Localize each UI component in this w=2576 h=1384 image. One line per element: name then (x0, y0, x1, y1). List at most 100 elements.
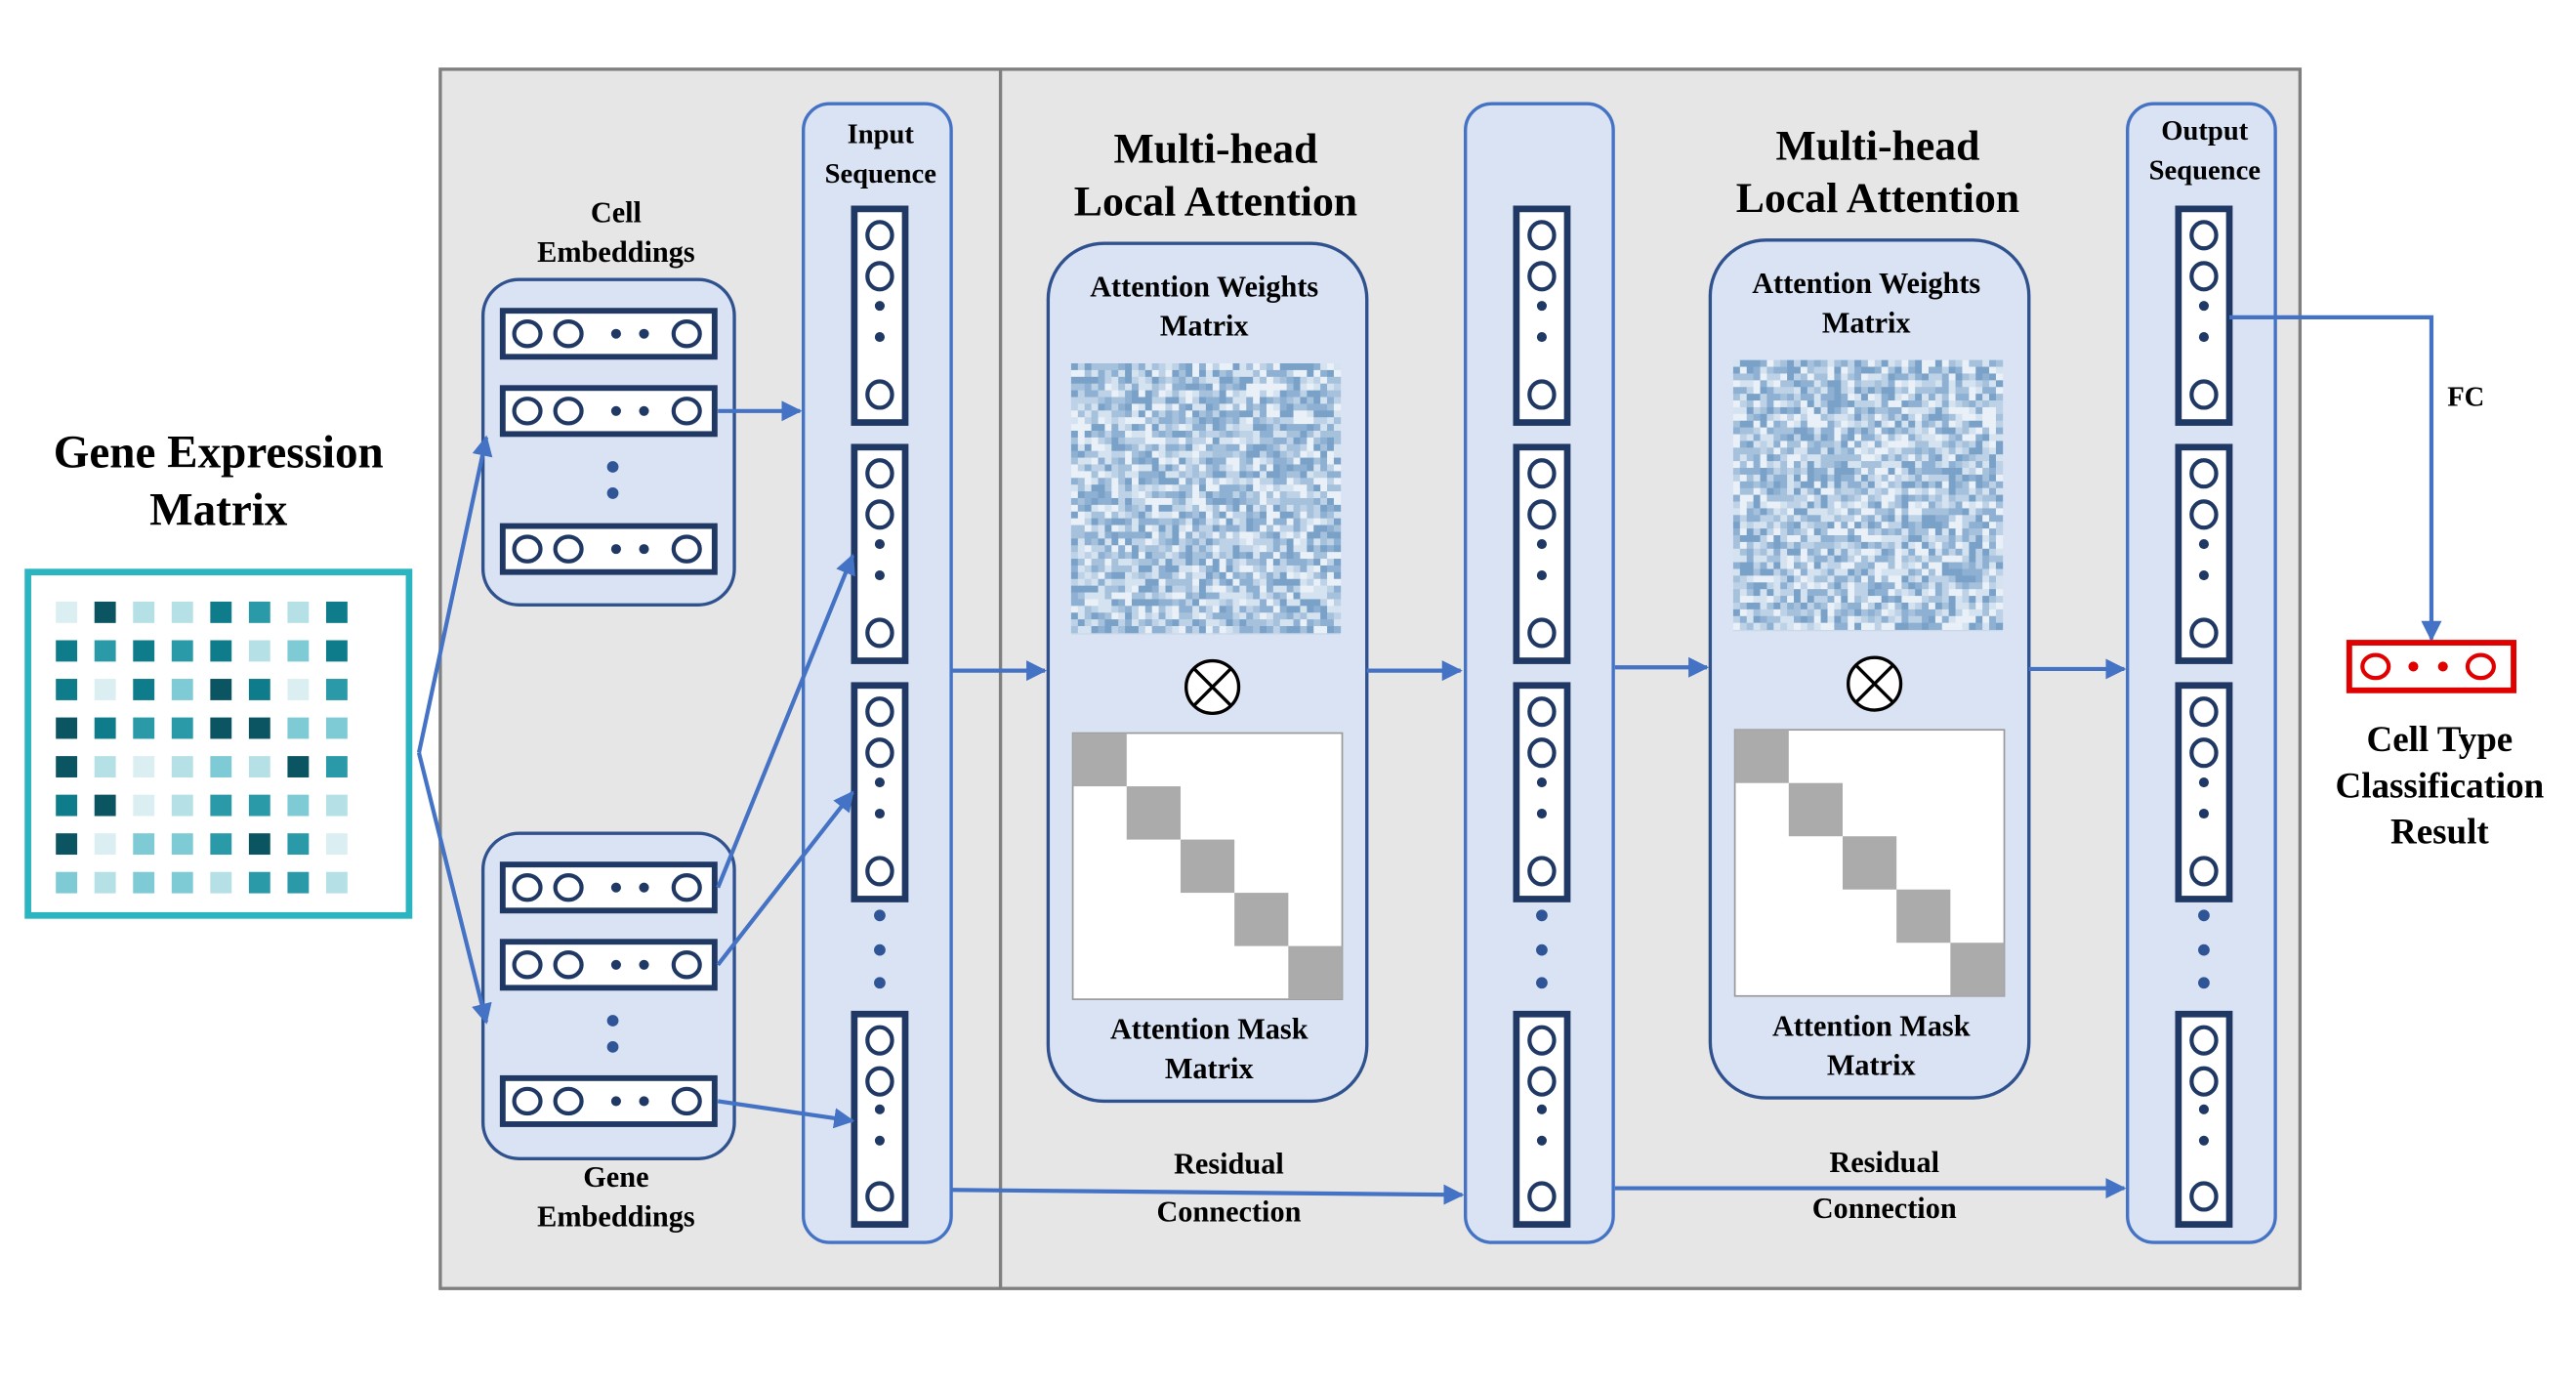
weight-cell (1780, 589, 1788, 597)
weight-cell (1934, 359, 1943, 367)
weight-cell (1975, 413, 1983, 422)
weight-cell (1253, 552, 1261, 560)
weight-cell (1773, 406, 1781, 415)
weight-cell (1132, 565, 1140, 573)
weight-cell (1320, 464, 1328, 472)
weight-cell (1125, 518, 1133, 525)
weight-cell (1138, 397, 1146, 404)
matrix-cell (287, 717, 310, 739)
weight-cell (1860, 562, 1869, 569)
weight-cell (1266, 369, 1274, 378)
dot (2437, 661, 2448, 672)
weight-cell (1794, 622, 1802, 630)
weight-cell (1111, 518, 1119, 525)
weight-cell (1787, 515, 1795, 523)
weight-cell (1908, 555, 1916, 563)
weight-cell (1969, 373, 1976, 381)
weight-cell (1293, 478, 1301, 485)
weight-cell (1874, 434, 1883, 441)
weight-cell (1969, 562, 1976, 569)
weight-cell (1860, 522, 1869, 529)
weight-cell (1219, 390, 1226, 398)
weight-cell (1794, 373, 1802, 381)
weight-cell (1928, 487, 1936, 495)
weight-cell (1995, 575, 2004, 583)
weight-cell (1834, 622, 1842, 630)
weight-cell (1327, 552, 1335, 560)
weight-cell (1253, 511, 1261, 520)
weight-cell (1860, 380, 1869, 388)
weight-cell (1313, 565, 1321, 573)
weight-cell (1158, 612, 1166, 620)
weight-cell (1300, 450, 1308, 458)
weight-cell (1854, 440, 1862, 448)
weight-cell (1286, 390, 1294, 398)
weight-cell (1934, 400, 1943, 408)
weight-cell (1854, 508, 1862, 516)
weight-cell (1827, 562, 1835, 569)
weight-cell (1760, 596, 1767, 604)
weight-cell (1151, 626, 1159, 634)
weight-cell (1307, 531, 1314, 539)
weight-cell (1144, 606, 1153, 613)
weight-cell (1928, 394, 1936, 401)
weight-cell (1246, 585, 1254, 593)
weight-cell (1941, 494, 1949, 502)
weight-cell (1272, 578, 1281, 586)
weight-cell (1969, 508, 1976, 516)
weight-cell (1982, 541, 1990, 550)
weight-cell (1908, 380, 1916, 388)
weight-cell (1813, 413, 1821, 422)
weight-cell (1841, 400, 1849, 408)
weight-cell (1212, 619, 1221, 627)
weight-cell (1962, 501, 1970, 509)
mask-block (1234, 893, 1289, 946)
residual-label: Connection (1812, 1192, 1957, 1225)
weight-cell (1192, 552, 1200, 560)
weight-cell (1198, 369, 1207, 378)
unit (2189, 1066, 2219, 1097)
weight-cell (1205, 430, 1214, 439)
weight-cell (1881, 615, 1889, 624)
weight-cell (1266, 457, 1274, 465)
weight-cell (1111, 369, 1119, 378)
weight-cell (1260, 363, 1267, 371)
weight-cell (1813, 427, 1821, 435)
weight-cell (1800, 434, 1808, 441)
matrix-cell (210, 717, 232, 739)
weight-cell (1266, 430, 1274, 439)
group-label: Embeddings (537, 1200, 695, 1234)
weight-cell (1260, 376, 1267, 385)
weight-cell (1226, 552, 1233, 560)
weight-cell (1908, 400, 1916, 408)
weight-cell (1266, 565, 1274, 573)
weight-cell (1327, 437, 1335, 445)
weight-cell (1928, 366, 1936, 374)
weight-cell (1934, 555, 1943, 563)
weight-cell (1212, 410, 1221, 418)
weight-cell (1813, 380, 1821, 388)
weight-cell (1827, 508, 1835, 516)
weight-cell (1928, 481, 1936, 489)
weight-cell (1874, 541, 1883, 550)
weight-cell (1800, 508, 1808, 516)
weight-cell (1198, 410, 1207, 418)
weight-cell (1922, 373, 1930, 381)
weight-cell (1226, 443, 1233, 452)
weight-cell (1739, 541, 1748, 550)
weight-cell (1279, 430, 1287, 439)
weight-cell (1098, 578, 1105, 586)
weight-cell (1232, 524, 1240, 532)
weight-cell (1888, 359, 1895, 367)
arrow (416, 752, 492, 1025)
weight-cell (1253, 376, 1261, 385)
weight-cell (1766, 575, 1774, 583)
weight-cell (1111, 504, 1119, 513)
weight-cell (1800, 615, 1808, 624)
weight-cell (1760, 582, 1767, 590)
weight-cell (1307, 457, 1314, 465)
weight-cell (1989, 427, 1997, 435)
unit (865, 737, 894, 769)
weight-cell (1766, 434, 1774, 441)
weight-cell (1132, 592, 1140, 600)
